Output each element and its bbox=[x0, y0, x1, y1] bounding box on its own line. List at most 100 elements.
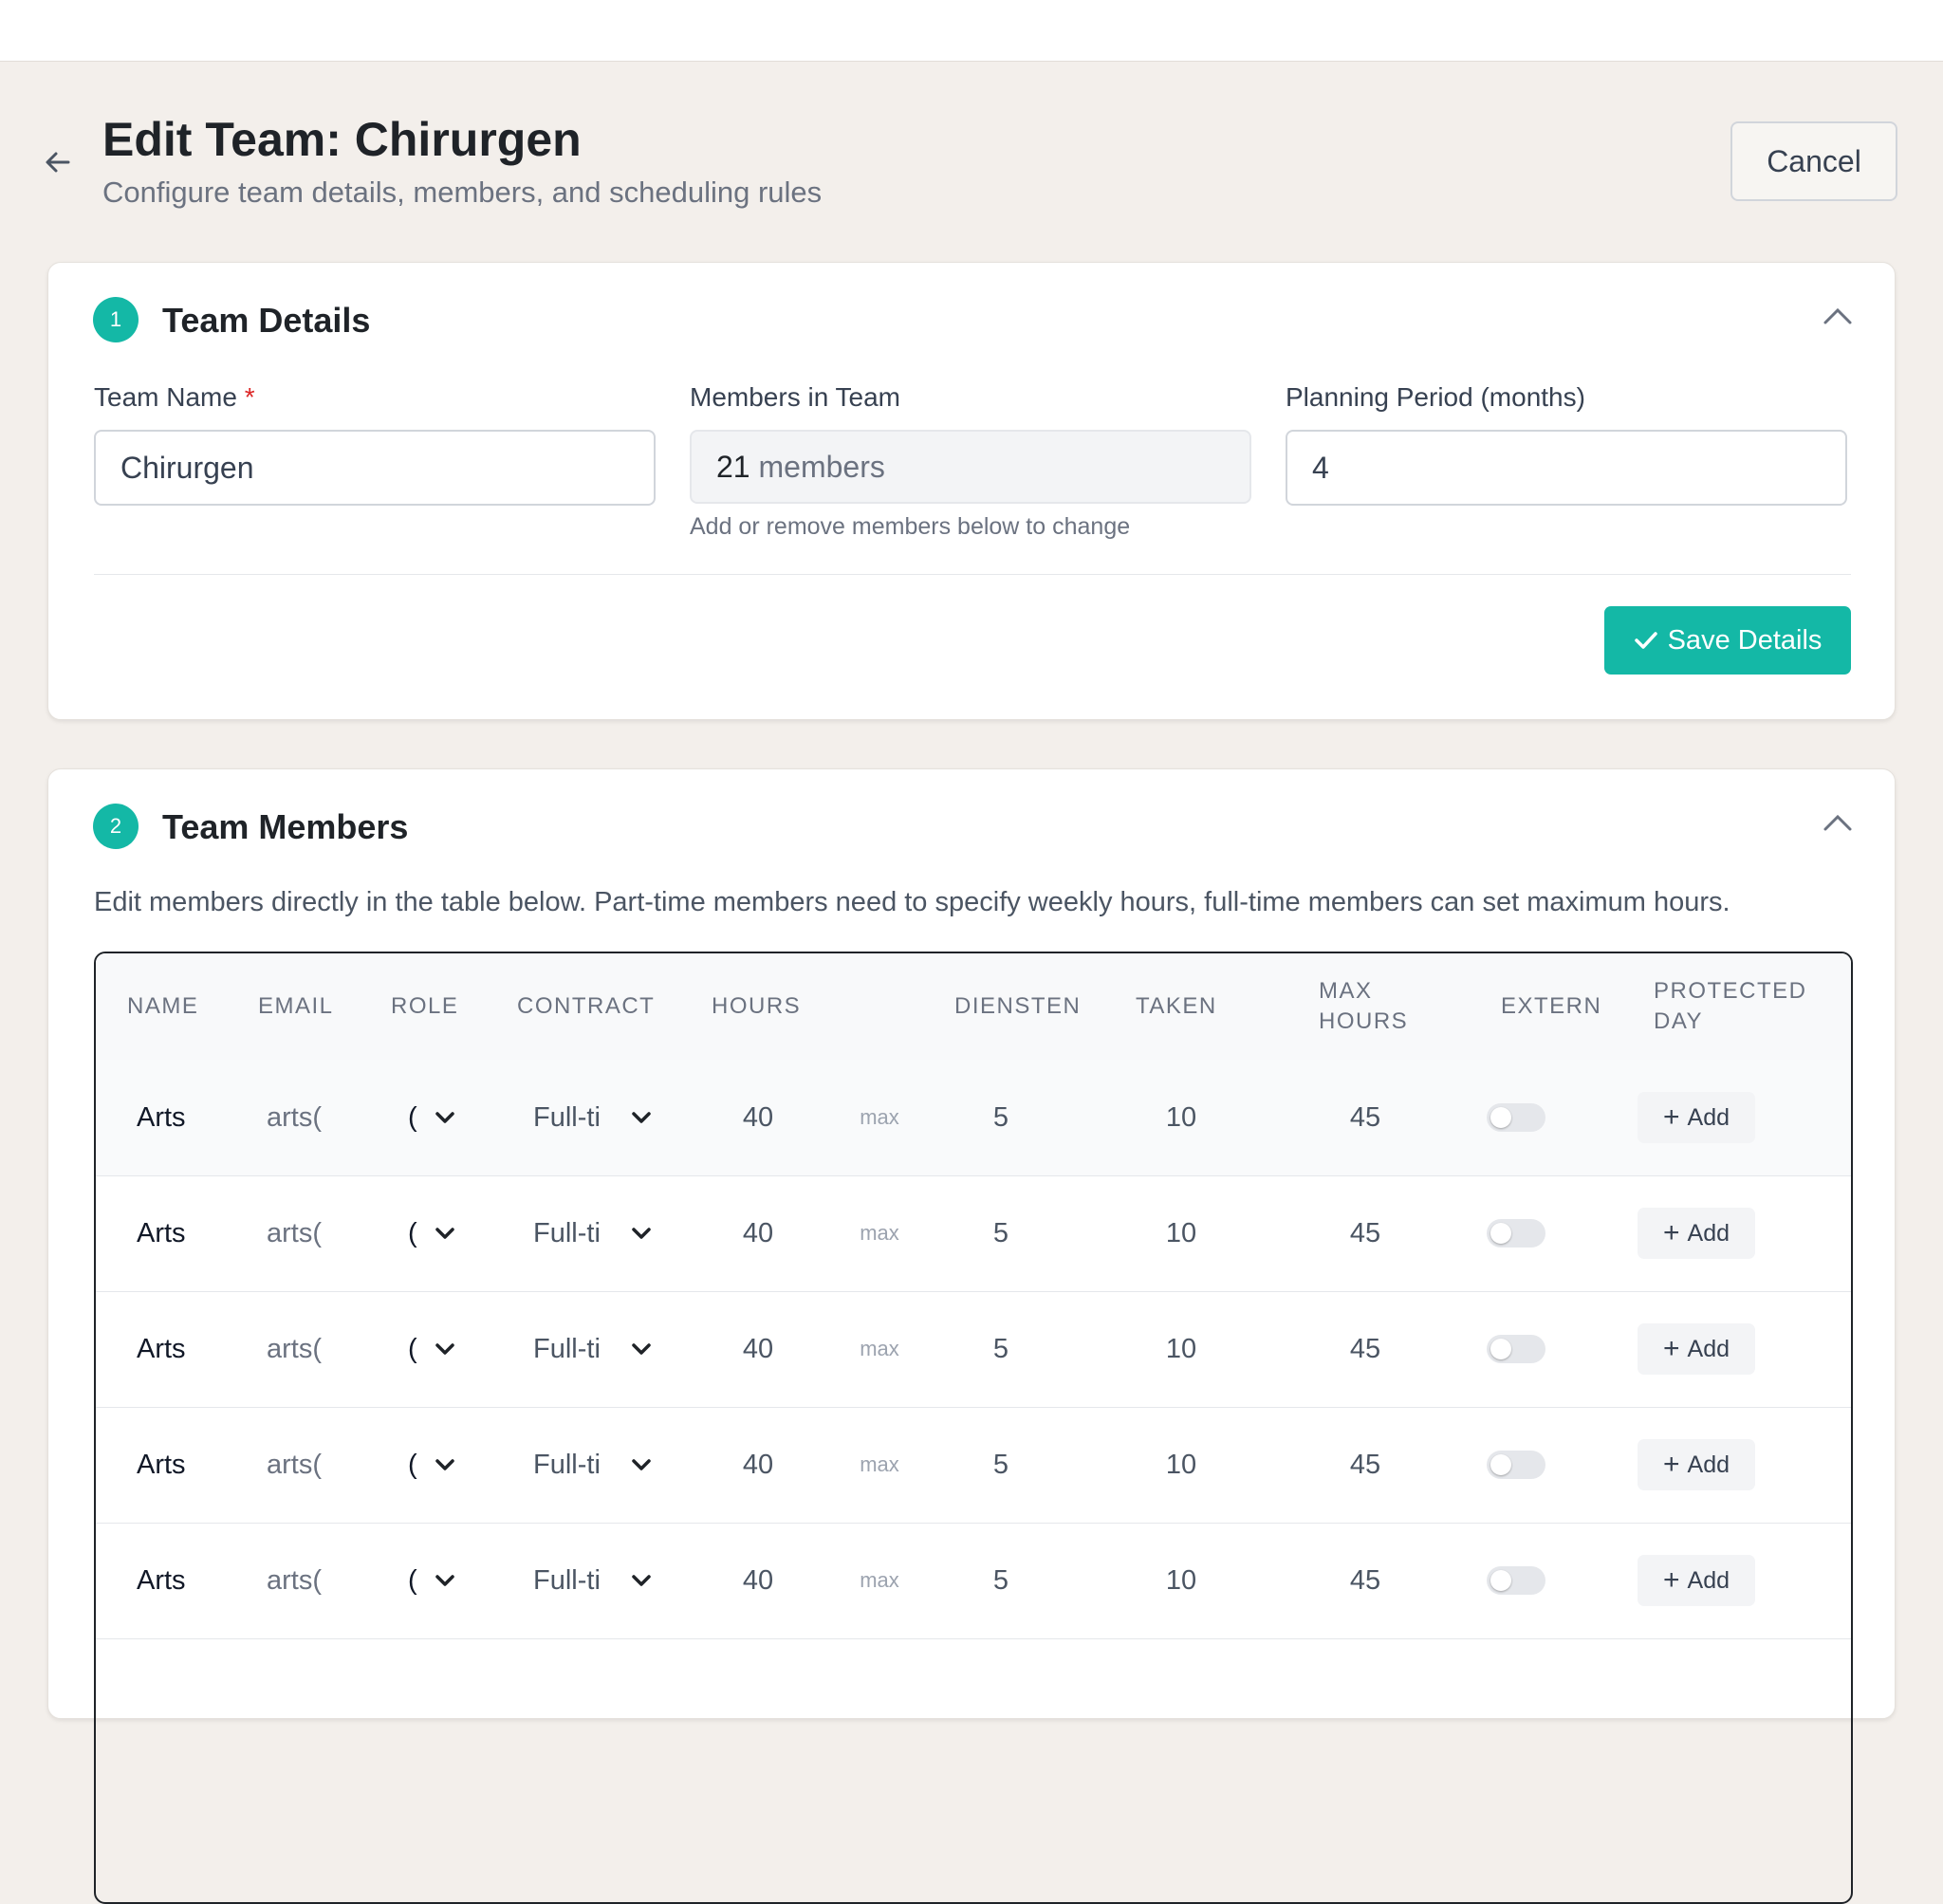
members-unit: members bbox=[758, 450, 884, 485]
member-contract[interactable]: Full-ti bbox=[533, 1523, 601, 1638]
member-email[interactable]: arts( bbox=[267, 1291, 322, 1407]
column-header: PROTECTED DAY bbox=[1654, 953, 1824, 1060]
member-email[interactable]: arts( bbox=[267, 1175, 322, 1291]
add-label: Add bbox=[1688, 1451, 1730, 1479]
step-badge: 1 bbox=[93, 297, 139, 342]
add-label: Add bbox=[1688, 1220, 1730, 1248]
column-header: EMAIL bbox=[258, 953, 372, 1060]
members-table: NAMEEMAILROLECONTRACTHOURSDIENSTENTAKENM… bbox=[94, 952, 1853, 1904]
member-email[interactable]: arts( bbox=[267, 1523, 322, 1638]
member-hours[interactable]: 40 bbox=[743, 1523, 773, 1638]
page-body: Edit Team: Chirurgen Configure team deta… bbox=[0, 0, 1943, 1584]
member-hours[interactable]: 40 bbox=[743, 1060, 773, 1175]
member-contract[interactable]: Full-ti bbox=[533, 1291, 601, 1407]
member-name: Arts bbox=[137, 1291, 186, 1407]
member-max-hours[interactable]: 45 bbox=[1350, 1175, 1380, 1291]
member-max-hours[interactable]: 45 bbox=[1350, 1407, 1380, 1523]
member-taken[interactable]: 10 bbox=[1166, 1291, 1196, 1407]
column-header: DIENSTEN bbox=[954, 953, 1116, 1060]
dropdown-chevron[interactable] bbox=[631, 1342, 652, 1356]
add-protected-day[interactable]: + Add bbox=[1638, 1439, 1755, 1490]
table-row: Artsarts((Full-ti40max51045+Add bbox=[96, 1175, 1851, 1292]
step-badge: 2 bbox=[93, 804, 139, 849]
member-contract[interactable]: Full-ti bbox=[533, 1175, 601, 1291]
extern-toggle[interactable] bbox=[1487, 1219, 1545, 1248]
member-max-hours[interactable]: 45 bbox=[1350, 1291, 1380, 1407]
member-diensten[interactable]: 5 bbox=[993, 1523, 1009, 1638]
member-taken[interactable]: 10 bbox=[1166, 1407, 1196, 1523]
plus-icon: + bbox=[1663, 1566, 1680, 1595]
member-role[interactable]: ( bbox=[408, 1175, 417, 1291]
member-contract[interactable]: Full-ti bbox=[533, 1407, 601, 1523]
member-diensten[interactable]: 5 bbox=[993, 1407, 1009, 1523]
add-protected-day[interactable]: +Add bbox=[1638, 1092, 1755, 1143]
member-name: Arts bbox=[137, 1523, 186, 1638]
help-text: Add or remove members below to change bbox=[690, 513, 1130, 541]
column-header: ROLE bbox=[391, 953, 505, 1060]
member-diensten[interactable]: 5 bbox=[993, 1060, 1009, 1175]
extern-toggle[interactable] bbox=[1487, 1566, 1545, 1595]
add-label: Add bbox=[1688, 1104, 1730, 1132]
column-header: TAKEN bbox=[1136, 953, 1278, 1060]
member-hours[interactable]: 40 bbox=[743, 1407, 773, 1523]
save-label: Save Details bbox=[1668, 625, 1823, 656]
table-row: Artsarts((Full-ti40max51045+Add bbox=[96, 1291, 1851, 1408]
hours-note: max bbox=[860, 1175, 899, 1291]
dropdown-chevron[interactable] bbox=[631, 1574, 652, 1587]
add-protected-day[interactable]: +Add bbox=[1638, 1208, 1755, 1259]
member-hours[interactable]: 40 bbox=[743, 1291, 773, 1407]
field-label: Team Name * bbox=[94, 382, 255, 413]
dropdown-chevron[interactable] bbox=[631, 1458, 652, 1471]
toggle-knob bbox=[1490, 1223, 1511, 1244]
hours-note: max bbox=[860, 1060, 899, 1175]
extern-toggle[interactable] bbox=[1487, 1103, 1545, 1132]
hours-note: max bbox=[860, 1523, 899, 1638]
member-diensten[interactable]: 5 bbox=[993, 1291, 1009, 1407]
hours-note: max bbox=[860, 1407, 899, 1523]
dropdown-chevron[interactable] bbox=[435, 1111, 455, 1124]
label-text: Team Name bbox=[94, 382, 237, 412]
dropdown-chevron[interactable] bbox=[435, 1227, 455, 1240]
collapse-icon[interactable] bbox=[1823, 305, 1853, 326]
section-description: Edit members directly in the table below… bbox=[94, 887, 1730, 918]
members-value: 21 bbox=[716, 450, 750, 485]
back-arrow[interactable] bbox=[44, 148, 72, 176]
member-max-hours[interactable]: 45 bbox=[1350, 1523, 1380, 1638]
member-diensten[interactable]: 5 bbox=[993, 1175, 1009, 1291]
dropdown-chevron[interactable] bbox=[631, 1227, 652, 1240]
extern-toggle[interactable] bbox=[1487, 1335, 1545, 1363]
member-max-hours[interactable]: 45 bbox=[1350, 1060, 1380, 1175]
check-icon bbox=[1634, 630, 1658, 651]
save-button[interactable]: Save Details bbox=[1604, 606, 1851, 675]
add-label: Add bbox=[1688, 1567, 1730, 1595]
member-role[interactable]: ( bbox=[408, 1291, 417, 1407]
member-email[interactable]: arts( bbox=[267, 1407, 322, 1523]
team-name-input[interactable]: Chirurgen bbox=[94, 430, 656, 506]
member-taken[interactable]: 10 bbox=[1166, 1060, 1196, 1175]
dropdown-chevron[interactable] bbox=[631, 1111, 652, 1124]
member-email[interactable]: arts( bbox=[267, 1060, 322, 1175]
member-taken[interactable]: 10 bbox=[1166, 1175, 1196, 1291]
member-taken[interactable]: 10 bbox=[1166, 1523, 1196, 1638]
dropdown-chevron[interactable] bbox=[435, 1458, 455, 1471]
add-protected-day[interactable]: + Add bbox=[1638, 1555, 1755, 1606]
table-row: Arts arts( ( Full-ti 40 max 5 10 45 + Add bbox=[96, 1523, 1851, 1639]
extern-toggle[interactable] bbox=[1487, 1451, 1545, 1479]
column-header: CONTRACT bbox=[517, 953, 688, 1060]
dropdown-chevron[interactable] bbox=[435, 1574, 455, 1587]
member-contract[interactable]: Full-ti bbox=[533, 1060, 601, 1175]
plus-icon: + bbox=[1663, 1451, 1680, 1479]
collapse-icon[interactable] bbox=[1823, 812, 1853, 833]
member-role[interactable]: ( bbox=[408, 1523, 417, 1638]
member-role[interactable]: ( bbox=[408, 1060, 417, 1175]
top-bar bbox=[0, 0, 1943, 62]
add-protected-day[interactable]: +Add bbox=[1638, 1323, 1755, 1375]
member-role[interactable]: ( bbox=[408, 1407, 417, 1523]
cancel-button[interactable]: Cancel bbox=[1730, 121, 1897, 201]
toggle-knob bbox=[1490, 1454, 1511, 1475]
member-hours[interactable]: 40 bbox=[743, 1175, 773, 1291]
planning-period-input[interactable]: 4 bbox=[1286, 430, 1847, 506]
members-count: 21 members bbox=[690, 430, 1251, 504]
dropdown-chevron[interactable] bbox=[435, 1342, 455, 1356]
toggle-knob bbox=[1490, 1339, 1511, 1359]
